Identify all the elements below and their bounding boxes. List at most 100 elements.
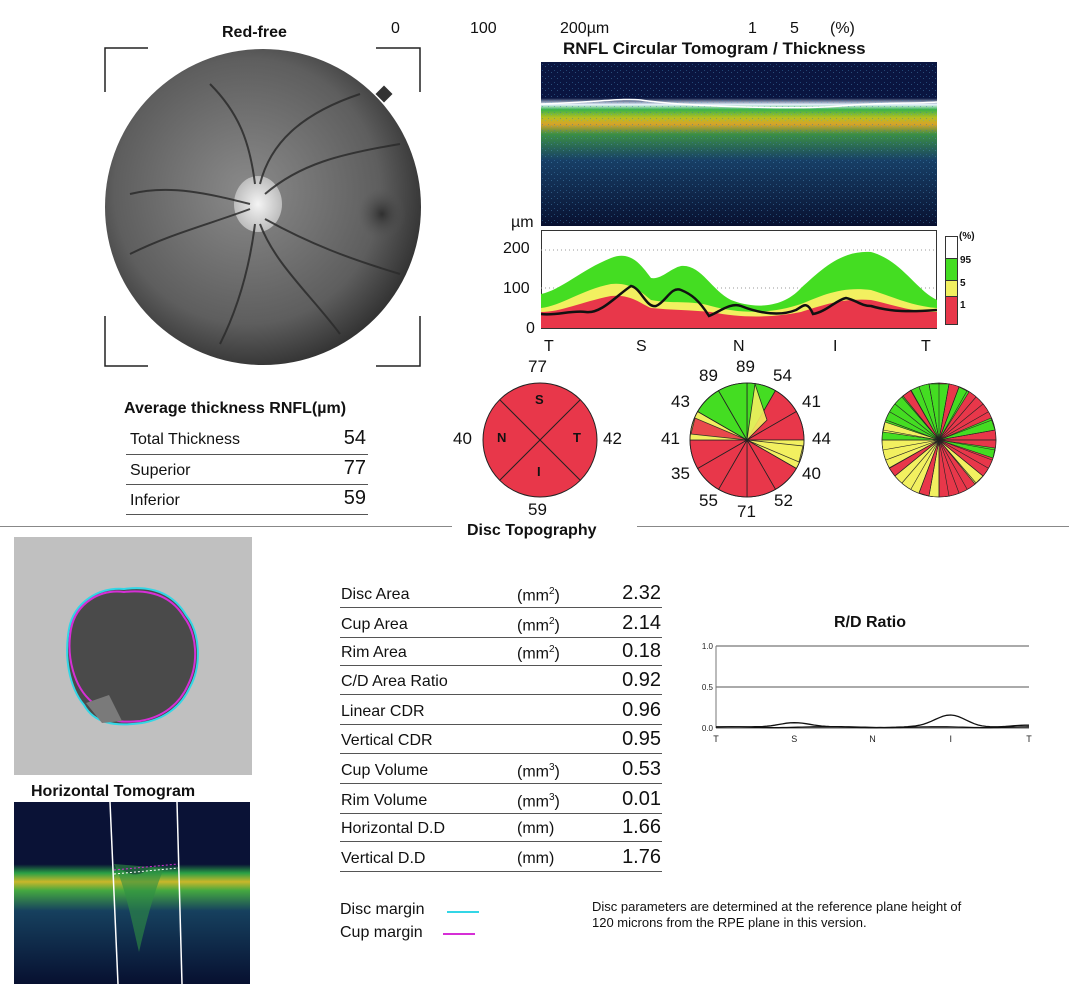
disc-param-unit-text: (mm): [517, 820, 555, 837]
disc-margin-swatch: [447, 911, 479, 913]
disc-param-divider: [340, 753, 662, 754]
disc-param-unit: (mm2): [517, 616, 560, 635]
disc-param-divider: [340, 607, 662, 608]
disc-note-line1: Disc parameters are determined at the re…: [592, 899, 962, 914]
quadrant-value-temporal: 42: [603, 429, 622, 448]
disc-param-unit-exponent: 3: [548, 792, 555, 803]
disc-topography-title: Disc Topography: [467, 522, 597, 539]
clock-value-2: 41: [802, 392, 821, 411]
rnfl-y-tick-200: 200: [503, 240, 530, 257]
avg-value-total: 54: [343, 427, 366, 449]
cup-margin-label: Cup margin: [340, 924, 423, 941]
quadrant-chart: [482, 382, 598, 498]
disc-param-value: 0.96: [622, 699, 661, 721]
rd-ratio-title: R/D Ratio: [834, 614, 906, 631]
disc-param-value: 2.14: [622, 612, 661, 634]
rd-x-tick: I: [949, 734, 952, 744]
rnfl-x-tick-n: N: [733, 338, 745, 355]
disc-param-label: Horizontal D.D: [341, 820, 446, 837]
clock-value-8: 35: [671, 464, 690, 483]
clock-value-6: 71: [737, 502, 756, 521]
disc-param-value: 0.18: [622, 640, 661, 662]
avg-label-superior: Superior: [130, 462, 191, 479]
rnfl-x-tick-s: S: [636, 338, 647, 355]
avg-label-inferior: Inferior: [130, 492, 180, 509]
disc-param-unit-text: (mm): [517, 850, 555, 867]
disc-param-unit: (mm3): [517, 792, 560, 811]
rd-x-tick: S: [791, 734, 797, 744]
disc-param-divider: [340, 694, 662, 695]
rd-x-tick: T: [713, 734, 719, 744]
pct-label-5: 5: [790, 20, 799, 37]
rnfl-y-tick-100: 100: [503, 280, 530, 297]
horizontal-tomogram-title: Horizontal Tomogram: [31, 783, 196, 800]
disc-topography-image: [14, 537, 252, 775]
legend-label-5: 5: [960, 278, 966, 289]
disc-param-divider: [340, 871, 662, 872]
quadrant-letter-s: S: [535, 392, 544, 407]
disc-param-unit-close: ): [554, 587, 560, 605]
disc-param-divider: [340, 637, 662, 638]
clock-value-1: 54: [773, 366, 792, 385]
scale-label-200um: 200µm: [560, 20, 610, 37]
disc-margin-label: Disc margin: [340, 901, 425, 918]
section-divider-right: [637, 526, 1069, 527]
disc-param-value: 2.32: [622, 582, 661, 604]
legend-label-1: 1: [960, 300, 966, 311]
clock-value-3: 44: [812, 429, 831, 448]
disc-param-unit: (mm): [517, 850, 554, 868]
disc-param-label: Cup Area: [341, 616, 408, 633]
avg-value-superior: 77: [343, 457, 366, 479]
quadrant-letter-i: I: [537, 464, 541, 479]
disc-param-label: Vertical CDR: [341, 732, 433, 749]
disc-param-divider: [340, 665, 662, 666]
disc-param-value: 0.92: [622, 669, 661, 691]
cup-margin-swatch: [443, 933, 475, 935]
disc-param-value: 0.01: [622, 788, 661, 810]
rnfl-x-tick-t2: T: [921, 338, 931, 355]
quadrant-letter-t: T: [573, 430, 581, 445]
rnfl-y-tick-0: 0: [526, 320, 535, 337]
clock-value-9: 41: [661, 429, 680, 448]
disc-param-label: Linear CDR: [341, 703, 425, 720]
rd-y-tick: 0.0: [702, 724, 714, 733]
disc-param-value: 1.66: [622, 816, 661, 838]
scale-label-0: 0: [391, 20, 400, 37]
disc-param-unit-close: ): [554, 793, 560, 811]
clock-value-5: 52: [774, 491, 793, 510]
avg-row-divider: [126, 484, 368, 485]
clock-value-11: 89: [699, 366, 718, 385]
rnfl-thickness-chart: [541, 230, 937, 329]
disc-param-unit-exponent: 3: [548, 762, 555, 773]
clock-hour-chart: [689, 382, 805, 498]
disc-param-unit-text: (mm: [517, 793, 549, 811]
disc-param-unit-text: (mm: [517, 763, 549, 781]
disc-param-unit-text: (mm: [517, 645, 549, 663]
avg-thickness-title: Average thickness RNFL(µm): [124, 400, 347, 417]
rnfl-x-tick-i: I: [833, 338, 838, 355]
disc-param-unit-close: ): [554, 617, 560, 635]
rnfl-title: RNFL Circular Tomogram / Thickness: [563, 39, 866, 58]
rd-series-line: [716, 714, 1029, 729]
avg-label-total: Total Thickness: [130, 431, 240, 448]
percentile-legend: [945, 236, 958, 325]
disc-param-unit-text: (mm: [517, 587, 549, 605]
rd-x-tick: N: [869, 734, 876, 744]
avg-value-inferior: 59: [343, 487, 366, 509]
legend-label-95: 95: [960, 255, 972, 266]
disc-param-divider: [340, 724, 662, 725]
scale-label-100: 100: [470, 20, 497, 37]
rnfl-x-tick-t1: T: [544, 338, 554, 355]
rd-ratio-chart: 1.00.50.0T S N I T: [702, 642, 1032, 744]
disc-param-unit: (mm): [517, 820, 554, 838]
disc-param-label: Rim Area: [341, 644, 407, 661]
clock-value-7: 55: [699, 491, 718, 510]
disc-param-divider: [340, 783, 662, 784]
quadrant-value-superior: 77: [528, 357, 547, 376]
fundus-image: [104, 47, 421, 367]
disc-param-value: 1.76: [622, 846, 661, 868]
disc-param-label: Cup Volume: [341, 762, 429, 779]
rnfl-tomogram: [541, 62, 937, 226]
disc-param-label: Disc Area: [341, 586, 410, 603]
legend-pct-title: (%): [959, 231, 975, 242]
